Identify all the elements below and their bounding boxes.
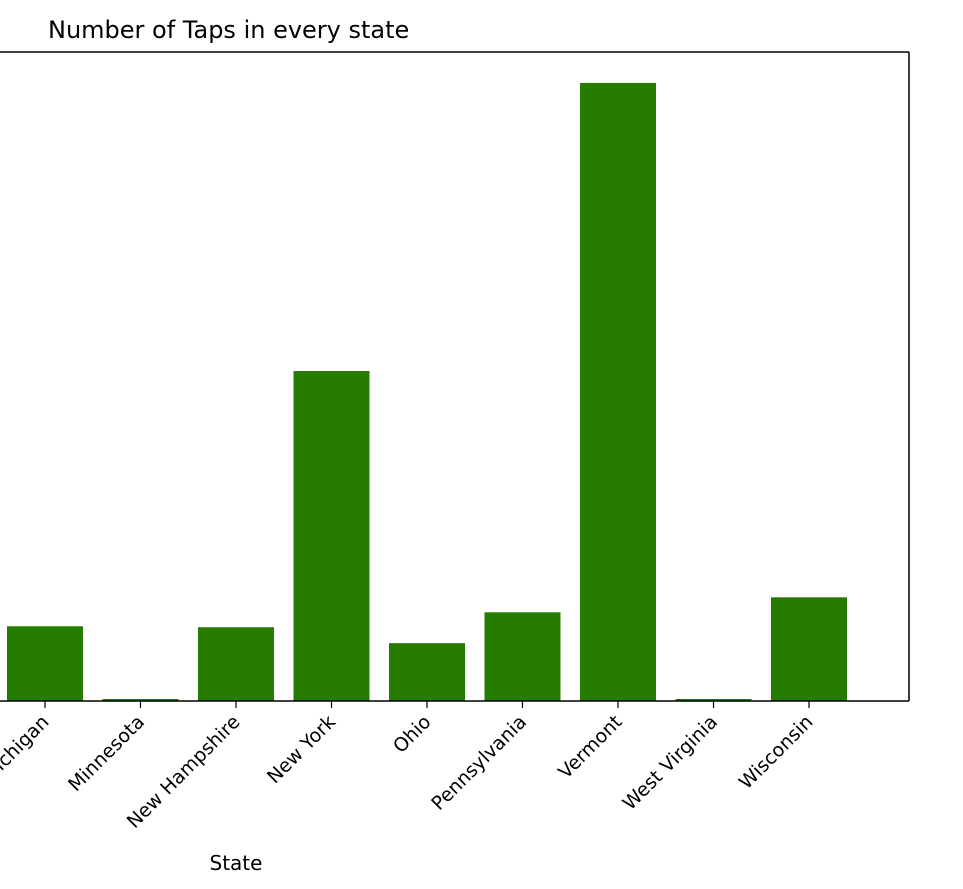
x-tick-label-west-virginia: West Virginia	[619, 711, 723, 815]
bar-new-hampshire	[198, 627, 274, 701]
chart-title: Number of Taps in every state	[48, 16, 409, 44]
bar-ohio	[389, 643, 465, 701]
x-tick-label-ohio: Ohio	[389, 711, 436, 758]
bar-wisconsin	[771, 597, 847, 701]
x-tick-label-wisconsin: Wisconsin	[735, 711, 818, 794]
x-tick-label-minnesota: Minnesota	[64, 711, 149, 796]
x-tick-label-new-york: New York	[263, 711, 340, 788]
bar-vermont	[580, 82, 656, 701]
x-tick-label-michigan: Michigan	[0, 711, 54, 787]
bar-michigan	[7, 626, 83, 701]
x-axis-label: State	[210, 851, 263, 875]
bars-group	[7, 82, 847, 701]
x-tick-label-pennsylvania: Pennsylvania	[427, 711, 531, 815]
bar-west-virginia	[675, 699, 752, 701]
x-tick-label-vermont: Vermont	[554, 711, 626, 783]
bar-pennsylvania	[484, 612, 561, 701]
bar-new-york	[293, 371, 370, 701]
bar-minnesota	[102, 699, 179, 701]
